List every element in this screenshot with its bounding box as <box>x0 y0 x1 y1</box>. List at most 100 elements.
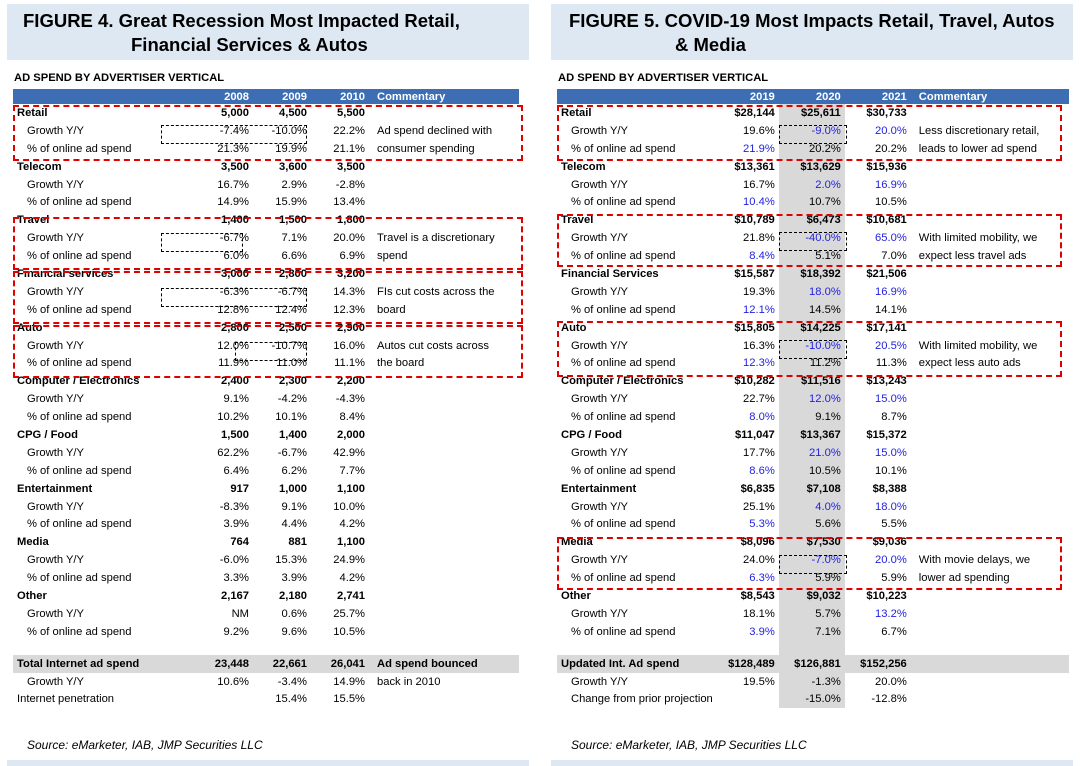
value-cell: 12.0% <box>217 339 249 352</box>
value-cell: -3.4% <box>277 675 307 688</box>
metric-row-travel: % of online ad spend 6.0% 6.6% 6.9% spend <box>13 247 519 265</box>
value-cell: 1,500 <box>279 214 307 227</box>
commentary-cell <box>911 444 1069 462</box>
header-year-2009: 2009 <box>253 89 311 104</box>
commentary-cell <box>369 480 519 498</box>
value-cell: 4.0% <box>778 497 845 516</box>
row-label: % of online ad spend <box>27 572 132 585</box>
commentary-cell <box>911 480 1069 498</box>
value-cell: 2,300 <box>279 375 307 388</box>
row-label: Growth Y/Y <box>27 393 84 406</box>
row-label: Growth Y/Y <box>27 607 84 620</box>
value-cell: $128,489 <box>712 654 779 673</box>
row-label: Growth Y/Y <box>571 285 628 298</box>
commentary-cell <box>911 390 1069 408</box>
value-cell: 4.4% <box>281 518 308 531</box>
value-cell: 10.1% <box>275 411 307 424</box>
value-cell: 764 <box>230 536 249 549</box>
value-cell: 14.3% <box>333 285 365 298</box>
value-cell: -10.7% <box>271 339 307 352</box>
value-cell: 23,448 <box>159 654 253 673</box>
value-cell: 25.1% <box>743 500 775 513</box>
category-label: Computer / Electronics <box>17 375 140 388</box>
value-cell: 3,000 <box>221 267 249 280</box>
metric-row-other: Growth Y/Y NM 0.6% 25.7% <box>13 605 519 623</box>
value-cell: 2,400 <box>221 375 249 388</box>
value-cell: 3.3% <box>223 572 250 585</box>
row-label: % of online ad spend <box>571 464 676 477</box>
commentary-cell <box>911 408 1069 426</box>
commentary-cell: consumer spending <box>377 142 475 155</box>
value-cell: -6.7% <box>277 446 307 459</box>
value-cell: 16.7% <box>217 178 249 191</box>
value-cell: -10.0% <box>271 124 307 137</box>
metric-row-computer-electronics: Growth Y/Y 9.1% -4.2% -4.3% <box>13 390 519 408</box>
value-cell: 15.9% <box>275 196 307 209</box>
commentary-cell <box>910 654 1069 673</box>
header-commentary: Commentary <box>369 89 519 104</box>
metric-row-telecom: Growth Y/Y 16.7% 2.9% -2.8% <box>13 176 519 194</box>
value-cell: $9,036 <box>872 536 907 549</box>
value-cell <box>778 640 845 655</box>
row-label: % of online ad spend <box>571 411 676 424</box>
value-cell: 15.5% <box>333 693 365 706</box>
category-label: CPG / Food <box>17 428 78 441</box>
commentary-cell <box>369 211 519 229</box>
value-cell: 21.1% <box>333 142 365 155</box>
row-label: % of online ad spend <box>27 464 132 477</box>
value-cell: -4.2% <box>277 393 307 406</box>
value-cell: 10.1% <box>875 464 907 477</box>
metric-row-travel: Growth Y/Y 21.8% -40.0% 65.0% With limited m… <box>557 229 1069 248</box>
value-cell: 20.2% <box>875 142 907 155</box>
category-label: Auto <box>561 321 587 334</box>
value-cell: 10.6% <box>217 675 249 688</box>
value-cell: 3.9% <box>749 625 775 638</box>
value-cell: 1,000 <box>279 482 307 495</box>
category-row-financial-services: Financial Services $15,587 $18,392 $21,506 <box>557 265 1069 283</box>
value-cell: 8.0% <box>749 411 775 424</box>
value-cell: $18,392 <box>778 265 845 283</box>
table-header-row: 2008 2009 2010 Commentary <box>13 89 519 104</box>
value-cell: $28,144 <box>734 106 775 119</box>
row-label: % of online ad spend <box>27 411 132 424</box>
value-cell: 21.9% <box>743 142 775 155</box>
row-label: Growth Y/Y <box>27 339 84 352</box>
category-row-other: Other 2,167 2,180 2,741 <box>13 587 519 605</box>
value-cell: 15.0% <box>875 446 907 459</box>
row-label: % of online ad spend <box>571 303 676 316</box>
figure-5-title-line2: & Media <box>675 34 746 55</box>
value-cell: 21.8% <box>743 232 775 245</box>
value-cell: 2,000 <box>337 428 365 441</box>
row-label: Internet penetration <box>17 693 115 706</box>
value-cell: -6.7% <box>277 285 307 298</box>
value-cell: 24.0% <box>743 554 775 567</box>
value-cell: $13,361 <box>734 160 775 173</box>
value-cell: 3,600 <box>279 160 307 173</box>
row-label: % of online ad spend <box>571 625 676 638</box>
category-label: Retail <box>561 106 592 119</box>
row-label: Change from prior projection <box>571 693 713 706</box>
commentary-cell <box>911 372 1069 390</box>
value-cell: 15.4% <box>275 693 307 706</box>
value-cell: 7.1% <box>778 622 845 641</box>
value-cell: 20.0% <box>333 232 365 245</box>
value-cell: 12.8% <box>217 303 249 316</box>
metric-row-other: Growth Y/Y 19.5% -1.3% 20.0% <box>557 672 1069 691</box>
metric-row-other: Growth Y/Y 18.1% 5.7% 13.2% <box>557 604 1069 623</box>
figure-4-title-box: FIGURE 4. Great Recession Most Impacted … <box>7 4 529 60</box>
category-row-retail: Retail 5,000 4,500 5,500 <box>13 104 519 122</box>
category-label: Other <box>561 589 591 602</box>
category-label: Media <box>17 536 49 549</box>
value-cell: 8.4% <box>749 250 775 263</box>
value-cell: $6,835 <box>740 482 775 495</box>
value-cell: 11.0% <box>276 357 307 370</box>
value-cell: 2,741 <box>337 589 365 602</box>
commentary-cell: With limited mobility, we <box>918 339 1038 352</box>
commentary-cell <box>911 691 1069 709</box>
commentary-cell <box>369 193 519 211</box>
value-cell: 12.1% <box>743 303 775 316</box>
category-row-auto: Auto 2,800 2,500 2,900 <box>13 319 519 337</box>
category-row-computer-electronics: Computer / Electronics 2,400 2,300 2,200 <box>13 372 519 390</box>
value-cell: -12.8% <box>871 693 907 706</box>
value-cell: 5.1% <box>778 247 845 266</box>
